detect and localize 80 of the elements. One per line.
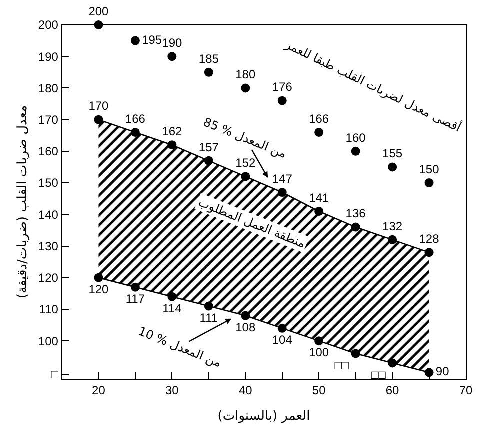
data-label: 160	[346, 130, 366, 145]
point	[130, 128, 140, 137]
data-label: 132	[382, 219, 403, 234]
x-tick-label: 20	[92, 384, 106, 398]
point	[204, 68, 214, 77]
point	[168, 52, 177, 62]
y-axis-title: معدل ضربات القلب (ضربات/دقيقة)	[15, 105, 30, 299]
point	[204, 302, 214, 311]
data-label: 100	[309, 346, 330, 360]
point	[204, 156, 214, 166]
point	[314, 128, 324, 137]
data-label: 128	[419, 232, 440, 246]
annotation: منطقة العمل المطلوب	[196, 195, 308, 251]
data-label: 176	[272, 80, 293, 94]
point	[278, 188, 287, 198]
data-label: 166	[125, 112, 146, 126]
point	[168, 140, 177, 150]
x-tick-label: 50	[312, 384, 326, 398]
data-label: 185	[198, 52, 220, 66]
data-label: 155	[382, 146, 403, 161]
y-tick-label: 170	[38, 113, 59, 128]
annotation: 10 % من المعدل	[136, 324, 224, 370]
x-axis-title: العمر (بالسنوات)	[218, 409, 310, 424]
y-tick-label: □	[51, 367, 60, 382]
point	[94, 115, 104, 124]
x-tick-label: 70	[459, 384, 473, 398]
point	[278, 324, 287, 333]
data-label: 90	[436, 364, 450, 379]
x-tick-label: 60	[386, 384, 400, 398]
point	[241, 84, 250, 93]
y-tick-label: 180	[38, 81, 59, 96]
data-label: 104	[272, 333, 293, 348]
data-label: 120	[88, 282, 110, 296]
point	[278, 96, 287, 106]
data-label: 190	[162, 36, 183, 50]
y-tick-label: 200	[38, 18, 59, 32]
point	[351, 146, 360, 156]
y-tick-label: 160	[38, 144, 59, 159]
point	[388, 162, 398, 172]
y-tick-label: 140	[38, 208, 59, 222]
data-label: 162	[162, 124, 183, 138]
data-label: 117	[126, 292, 146, 306]
point	[168, 292, 177, 302]
data-label: 108	[236, 320, 256, 334]
data-label: □□	[371, 368, 387, 382]
x-tick-label: 40	[238, 384, 253, 398]
data-label: 157	[198, 140, 220, 154]
y-tick-label: 130	[38, 239, 59, 254]
data-label: 114	[162, 301, 182, 316]
y-tick-label: 100	[38, 334, 59, 348]
data-label: 111	[200, 310, 218, 325]
data-label: 141	[309, 190, 330, 205]
data-label: 170	[88, 99, 110, 114]
point	[314, 206, 324, 216]
y-tick-label: 120	[38, 271, 59, 286]
y-tick-label: 150	[38, 176, 59, 190]
point	[241, 311, 250, 320]
point	[130, 282, 140, 292]
point	[351, 349, 360, 358]
point	[241, 172, 250, 182]
y-tick-label: 110	[39, 302, 59, 317]
data-label: 136	[346, 206, 366, 221]
data-label: 150	[419, 162, 440, 176]
point	[388, 235, 398, 244]
data-label: 152	[236, 156, 256, 170]
point	[424, 178, 434, 188]
point	[388, 358, 398, 368]
data-label: □□	[334, 358, 350, 372]
x-tick-label: 30	[166, 384, 180, 398]
point	[314, 336, 324, 346]
y-tick-label: 190	[38, 50, 59, 64]
data-label: 195	[142, 32, 162, 47]
point	[130, 36, 140, 46]
point	[94, 273, 104, 282]
data-label: 180	[236, 68, 256, 82]
data-label: 147	[272, 172, 293, 186]
data-label: 166	[309, 112, 330, 126]
point	[424, 248, 434, 258]
data-label: 200	[88, 4, 110, 18]
point	[351, 222, 360, 232]
